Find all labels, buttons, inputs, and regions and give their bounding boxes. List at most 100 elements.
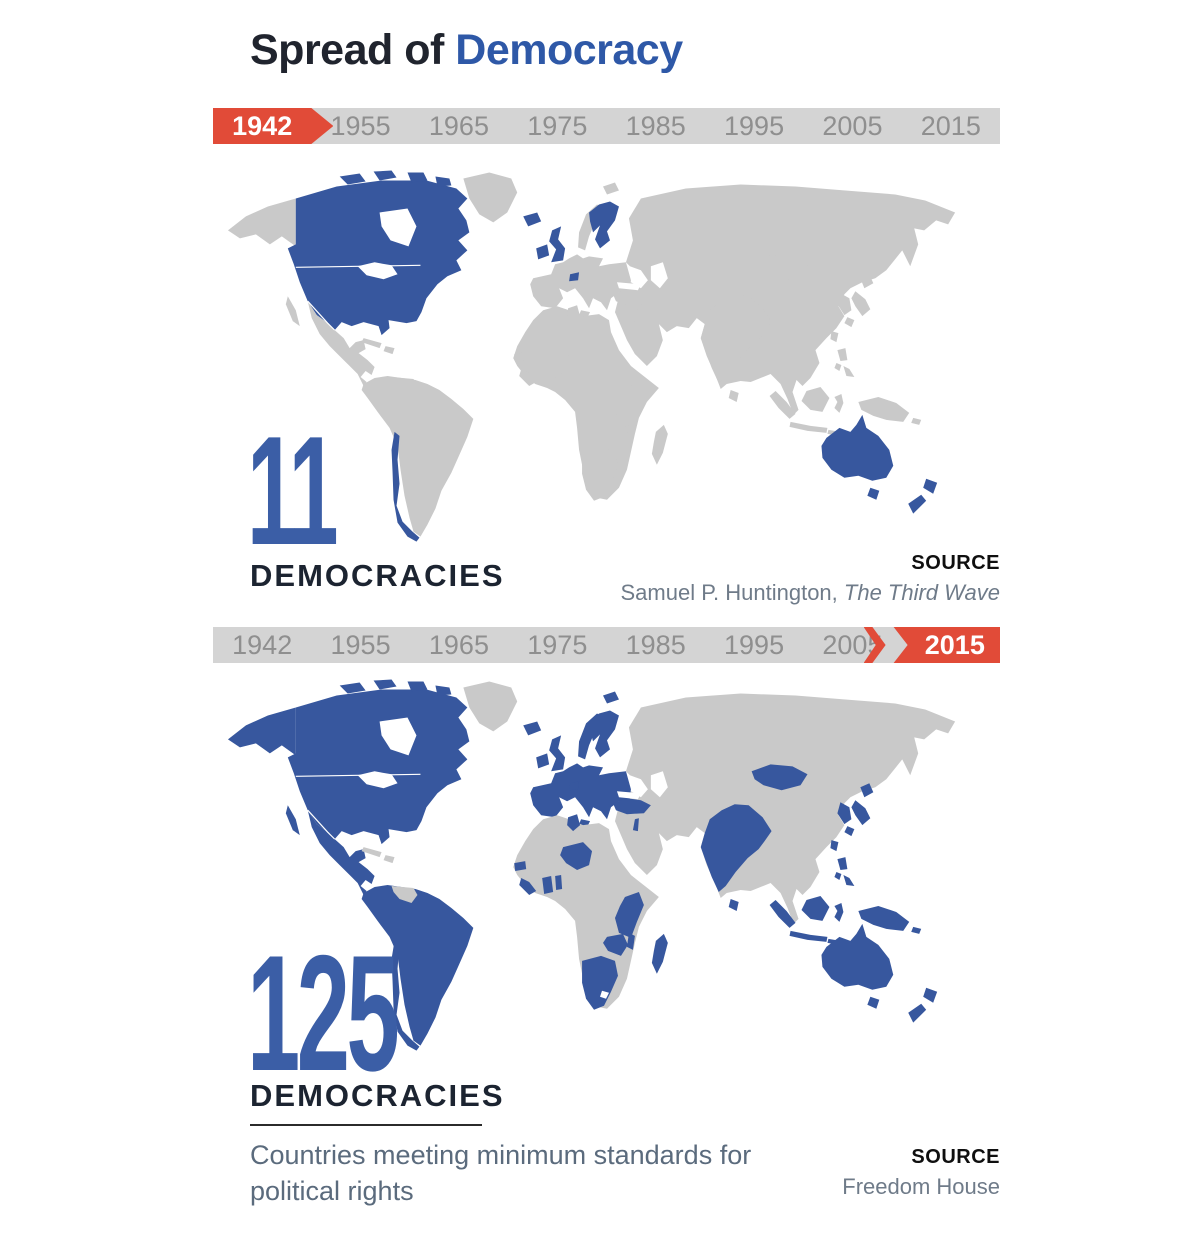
democracy-count-2015: 125 <box>247 921 400 1105</box>
map-water-caspian-sea <box>650 262 668 289</box>
map-region-iceland <box>523 212 542 227</box>
source-block-1942: SOURCE Samuel P. Huntington, The Third W… <box>213 552 1000 606</box>
timeline-active-year-marker: 1942 <box>213 108 333 144</box>
title-highlight: Democracy <box>455 26 683 74</box>
source-work-title: The Third Wave <box>843 580 1000 605</box>
timeline-bar-2015: 194219551965197519851995200520152015 <box>213 627 1000 663</box>
map-region-sri-lanka <box>728 898 739 911</box>
map-region-korea <box>837 802 852 825</box>
timeline-year-1975: 1975 <box>527 629 588 660</box>
map-region-israel <box>632 818 639 832</box>
map-region-east-africa <box>614 383 644 429</box>
map-region-asia-main <box>614 693 956 924</box>
map-region-png <box>858 396 922 425</box>
page-title: Spread of Democracy <box>250 26 683 75</box>
map-region-ireland <box>536 753 550 769</box>
map-region-europe-main <box>530 254 631 319</box>
map-region-baja <box>285 805 300 836</box>
source-org: Freedom House <box>842 1174 1000 1199</box>
map-region-ireland <box>536 244 550 260</box>
democracies-subtitle: Countries meeting minimum standards for … <box>250 1140 752 1206</box>
map-region-madagascar <box>651 424 668 465</box>
map-region-sri-lanka <box>728 389 739 402</box>
map-region-lesotho-gap <box>600 990 609 999</box>
map-region-east-africa <box>614 892 644 938</box>
map-region-svalbard <box>603 691 619 704</box>
map-region-venezuela <box>391 886 418 903</box>
map-region-greenland <box>463 681 518 732</box>
map-water-black-sea <box>616 791 641 800</box>
border-us-mexico <box>307 300 336 331</box>
timeline-year-1975: 1975 <box>527 110 588 141</box>
map-region-zambia <box>603 932 635 956</box>
label-divider <box>250 1124 482 1126</box>
timeline-year-1985: 1985 <box>625 629 686 660</box>
border-us-canada <box>295 773 421 777</box>
map-region-uk <box>549 735 566 772</box>
democracies-label-1942: DEMOCRACIES <box>250 558 505 593</box>
border-us-mexico <box>307 809 336 840</box>
map-region-taiwan <box>830 840 839 852</box>
timeline-year-1965: 1965 <box>428 110 489 141</box>
map-region-new-zealand <box>908 987 938 1023</box>
source-label: SOURCE <box>911 1146 1000 1168</box>
map-region-png <box>858 905 922 934</box>
map-region-chile <box>391 940 420 1051</box>
timeline-year-1995: 1995 <box>724 629 785 660</box>
map-region-indonesia <box>769 895 844 945</box>
map-region-alaska <box>227 707 296 756</box>
map-region-philippines <box>834 857 855 887</box>
map-region-philippines <box>834 348 855 378</box>
map-region-south-america <box>361 885 474 1046</box>
map-region-tunisia <box>567 814 581 832</box>
map-region-new-zealand <box>908 478 938 514</box>
map-region-india <box>700 804 772 893</box>
timeline-year-2005: 2005 <box>822 110 883 141</box>
timeline-year-1942: 1942 <box>232 629 293 660</box>
map-region-turkey <box>612 798 651 815</box>
map-region-svalbard <box>603 182 619 195</box>
map-region-korea <box>837 293 852 316</box>
border-us-canada <box>295 264 421 268</box>
map-region-mongolia <box>751 255 808 282</box>
map-region-zambia <box>603 423 635 447</box>
source-text: Samuel P. Huntington, The Third Wave <box>213 580 1000 606</box>
map-region-africa-main <box>513 306 659 500</box>
map-region-cuba <box>361 338 395 355</box>
world-map-2015 <box>227 679 956 1051</box>
map-region-madagascar <box>651 933 668 974</box>
map-region-mongolia <box>751 764 808 791</box>
world-map-1942 <box>227 170 956 542</box>
map-region-canada-us <box>287 689 470 845</box>
map-region-turkey <box>612 289 651 306</box>
timeline-year-1985: 1985 <box>625 110 686 141</box>
timeline-bar-1942: 194219551965197519851995200520151942 <box>213 108 1000 144</box>
map-region-arctic-islands <box>339 170 452 187</box>
map-region-south-america <box>361 376 474 537</box>
map-region-asia-main <box>614 184 956 415</box>
timeline-active-year-marker: 2015 <box>893 627 1000 663</box>
map-region-iceland <box>523 721 542 736</box>
map-region-cuba <box>361 847 395 864</box>
map-water-hudson-bay <box>379 208 417 247</box>
timeline-year-1995: 1995 <box>724 110 785 141</box>
map-region-tasmania <box>867 487 880 500</box>
map-region-europe-main <box>530 763 631 828</box>
map-water-black-sea <box>616 282 641 291</box>
source-block-2015: SOURCE Freedom House <box>213 1146 1000 1200</box>
map-region-switzerland <box>569 272 580 282</box>
map-region-mexico-ca <box>307 810 375 895</box>
map-region-sweden-finland <box>589 710 619 758</box>
map-region-israel <box>632 309 639 323</box>
map-region-alaska <box>227 198 296 247</box>
map-region-tunisia <box>567 305 581 323</box>
map-region-mexico-ca <box>307 301 375 386</box>
map-region-greenland <box>463 172 518 223</box>
map-region-japan <box>844 783 874 837</box>
map-region-indonesia <box>769 386 844 436</box>
democracy-count-1942: 11 <box>247 404 339 577</box>
map-region-switzerland <box>569 781 580 791</box>
source-label: SOURCE <box>911 552 1000 574</box>
map-region-sweden-finland <box>589 201 619 249</box>
